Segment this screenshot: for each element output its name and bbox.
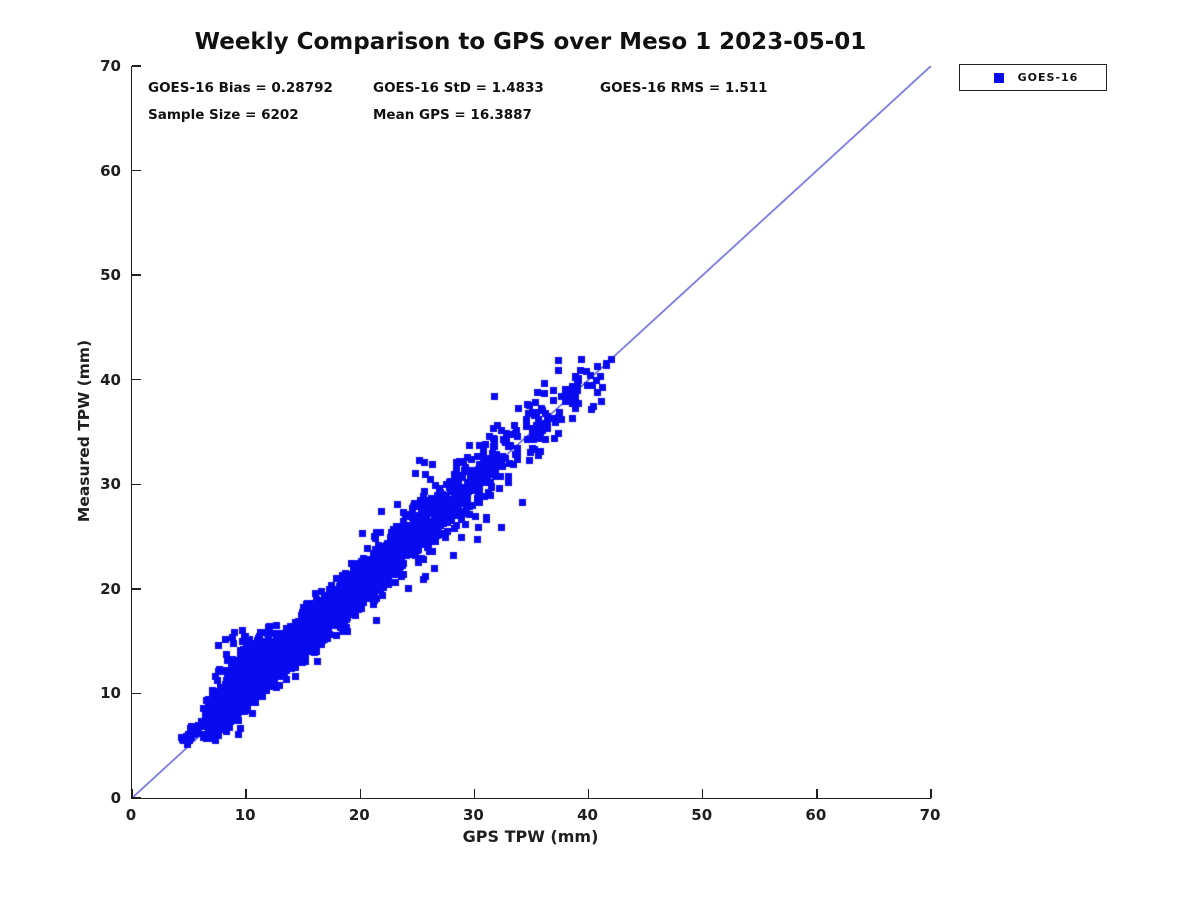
legend-series-label: GOES-16 bbox=[1017, 71, 1079, 84]
x-tick-mark bbox=[131, 789, 133, 798]
x-axis-label: GPS TPW (mm) bbox=[462, 827, 599, 846]
x-tick-mark bbox=[245, 789, 247, 798]
chart-title: Weekly Comparison to GPS over Meso 1 202… bbox=[194, 29, 867, 55]
y-tick-label: 0 bbox=[110, 789, 121, 807]
x-tick-label: 70 bbox=[919, 806, 941, 824]
x-tick-label: 60 bbox=[805, 806, 827, 824]
y-tick-mark bbox=[132, 588, 141, 590]
y-tick-mark bbox=[132, 65, 141, 67]
scatter-plot-canvas bbox=[132, 66, 931, 798]
legend: GOES-16 bbox=[959, 64, 1107, 91]
y-tick-mark bbox=[132, 692, 141, 695]
x-tick-label: 40 bbox=[577, 806, 598, 824]
x-tick-label: 20 bbox=[348, 806, 370, 824]
y-tick-mark bbox=[132, 483, 141, 486]
x-tick-mark bbox=[701, 789, 704, 798]
y-tick-mark bbox=[132, 169, 141, 172]
x-tick-mark bbox=[359, 789, 362, 798]
y-axis-label: Measured TPW (mm) bbox=[75, 339, 93, 523]
x-tick-label: 10 bbox=[234, 806, 256, 824]
x-tick-label: 30 bbox=[462, 806, 484, 824]
x-tick-label: 0 bbox=[125, 806, 137, 824]
y-tick-label: 60 bbox=[100, 161, 121, 180]
x-tick-mark bbox=[816, 789, 818, 798]
y-tick-label: 10 bbox=[100, 684, 121, 703]
x-tick-mark bbox=[587, 789, 590, 798]
y-tick-label: 70 bbox=[100, 57, 121, 75]
y-tick-mark bbox=[132, 274, 141, 276]
x-tick-mark bbox=[930, 789, 932, 798]
x-tick-mark bbox=[473, 789, 476, 798]
y-tick-label: 20 bbox=[100, 579, 121, 598]
y-tick-mark bbox=[132, 378, 141, 381]
y-tick-label: 50 bbox=[100, 266, 121, 285]
y-tick-label: 40 bbox=[100, 370, 121, 389]
plot-area bbox=[131, 65, 932, 799]
legend-marker-square-icon bbox=[994, 72, 1004, 83]
y-tick-mark bbox=[132, 797, 141, 799]
y-tick-label: 30 bbox=[100, 475, 121, 494]
x-tick-label: 50 bbox=[691, 806, 713, 824]
